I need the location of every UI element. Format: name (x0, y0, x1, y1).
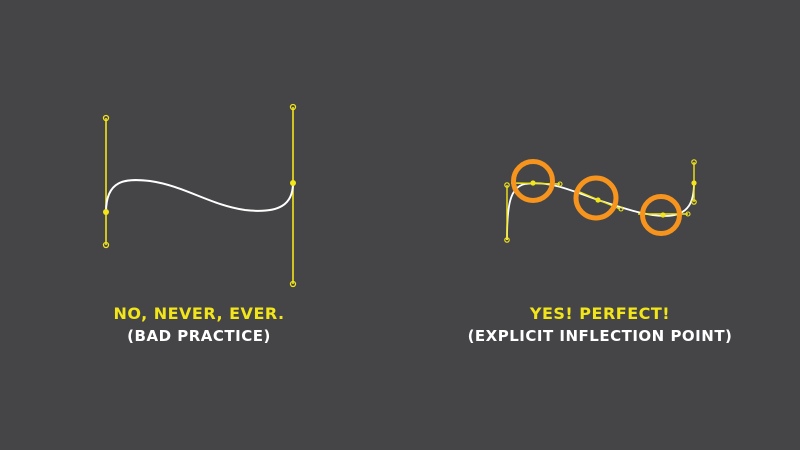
good-practice-diagram (504, 159, 697, 243)
handle-end-point (557, 181, 563, 187)
anchor-point (595, 197, 601, 203)
handle-end-point (289, 103, 297, 111)
anchor-point (660, 212, 666, 218)
anchor-point (290, 180, 296, 186)
good-practice-caption: YES! PERFECT! (EXPLICIT INFLECTION POINT… (420, 303, 780, 347)
handle-end-point (685, 211, 691, 217)
anchor-point (530, 180, 536, 186)
highlight-ring (511, 159, 555, 203)
handle-end-point (504, 237, 510, 243)
bad-practice-title: NO, NEVER, EVER. (113, 304, 285, 323)
highlight-ring (573, 175, 619, 221)
anchor-point (103, 209, 109, 215)
handle-end-point (504, 182, 510, 188)
highlight-ring (640, 194, 682, 236)
handle-end-point (691, 159, 697, 165)
bad-curve (105, 179, 294, 213)
bad-practice-caption: NO, NEVER, EVER. (BAD PRACTICE) (19, 303, 379, 347)
good-practice-subtitle: (EXPLICIT INFLECTION POINT) (467, 327, 733, 345)
bad-practice-diagram (102, 103, 297, 288)
bad-practice-subtitle: (BAD PRACTICE) (127, 327, 271, 345)
handle-end-point (691, 199, 697, 205)
handle-end-point (289, 280, 297, 288)
handle-end-point (618, 206, 624, 212)
good-practice-title: YES! PERFECT! (529, 304, 671, 323)
handle-end-point (102, 241, 110, 249)
anchor-point (691, 180, 697, 186)
handle-end-point (102, 114, 110, 122)
